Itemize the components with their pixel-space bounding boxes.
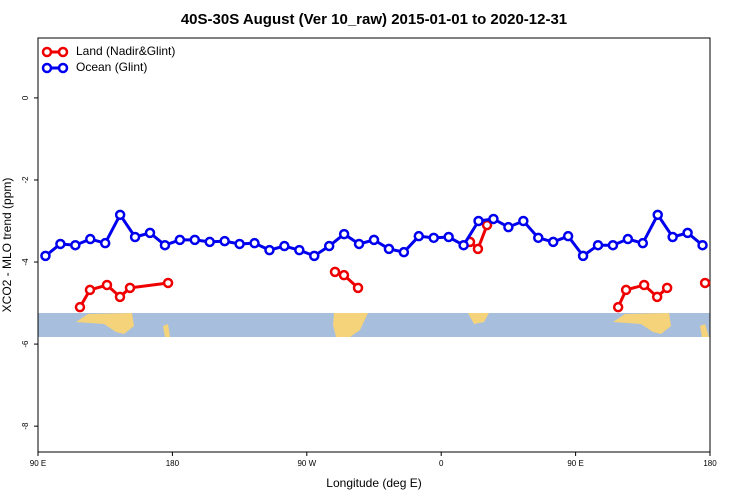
legend-marker [57,46,69,58]
point [398,246,410,258]
point [174,234,186,246]
map-band [38,313,710,337]
point [114,291,126,303]
x-tick-label: 90 E [567,459,583,468]
point [383,243,395,255]
legend-marker [41,46,53,58]
point [503,221,514,233]
point [697,239,708,251]
point [323,240,335,252]
point [352,282,364,294]
land-shape [613,313,671,334]
point [612,301,624,313]
point [162,277,174,289]
ocean-band [38,313,710,337]
x-tick-label: 180 [703,459,717,468]
point [55,238,66,250]
point [264,244,275,256]
point [443,231,454,243]
point [682,227,693,239]
point [368,234,380,246]
point [620,284,632,296]
point [40,250,51,262]
point [562,230,574,242]
point [124,282,136,294]
point [234,238,245,250]
point [74,301,86,313]
point [84,284,96,296]
point [622,233,634,245]
point [219,235,230,247]
x-tick-label: 180 [166,459,180,468]
legend-marker [57,62,69,74]
point [607,239,619,251]
point [353,238,365,250]
land-shape [700,324,709,337]
point [338,228,350,240]
point [413,230,425,242]
point [651,291,663,303]
point [159,239,171,251]
y-tick-label: -8 [21,422,30,430]
point [458,239,469,251]
point [472,243,484,255]
point [85,233,96,245]
point [101,279,113,291]
point [667,231,678,243]
point [577,250,589,262]
x-tick-label: 90 W [297,459,316,468]
point [533,232,544,244]
point [488,213,499,225]
point [661,282,673,294]
point [473,215,484,227]
y-tick-label: -6 [21,340,30,348]
land-shape [76,313,134,334]
point [279,240,290,252]
point [204,236,215,248]
point [129,231,141,243]
point [294,244,305,256]
point [637,237,649,249]
legend-label: Land (Nadir&Glint) [76,44,175,58]
y-tick-label: -2 [21,176,30,184]
x-tick-label: 0 [439,459,444,468]
point [249,237,260,249]
point [338,269,350,281]
point [144,227,156,239]
legend-label: Ocean (Glint) [76,60,147,74]
land-shape [333,313,368,337]
point [592,239,604,251]
point [309,250,320,262]
point [638,279,650,291]
y-tick-label: -4 [21,258,30,266]
plot-frame [37,37,711,453]
point [652,209,663,221]
chart-title: 40S-30S August (Ver 10_raw) 2015-01-01 t… [181,11,567,28]
point [329,266,341,278]
x-axis-label: Longitude (deg E) [326,476,421,490]
point [518,215,529,227]
land-shape [163,324,170,337]
legend-marker [41,62,53,74]
x-tick-label: 90 E [30,459,46,468]
point [699,277,711,289]
point [114,209,126,221]
point [428,232,439,244]
point [547,236,559,248]
point [189,234,201,246]
point [99,237,111,249]
y-tick-label: 0 [21,95,30,100]
y-axis-label: XCO2 - MLO trend (ppm) [0,178,14,313]
point [70,239,81,251]
land-shape [468,313,489,324]
